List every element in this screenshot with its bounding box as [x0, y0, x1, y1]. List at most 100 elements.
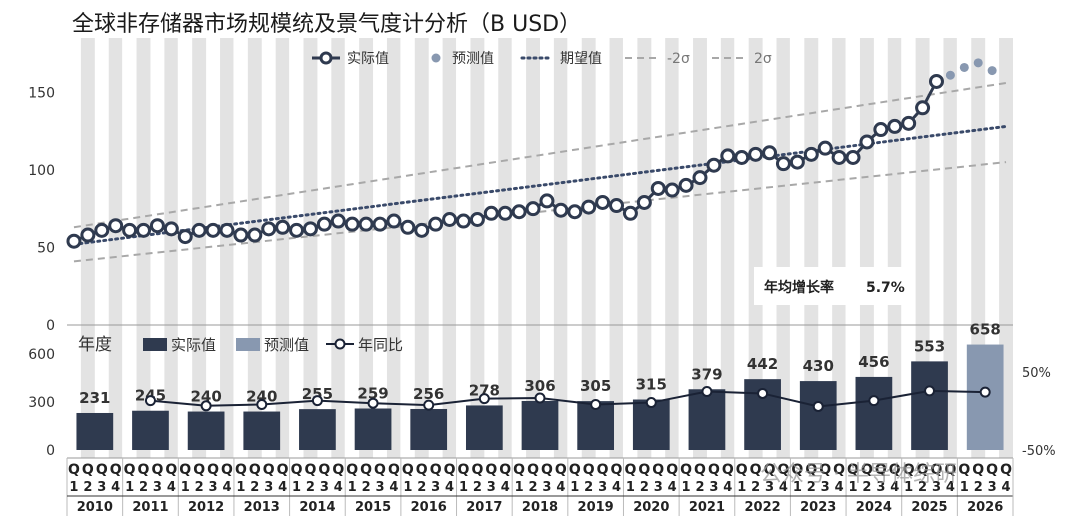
x-quarter-letter: Q [388, 462, 400, 478]
actual-point [275, 219, 291, 235]
legend-actual-label: 实际值 [347, 51, 389, 67]
x-quarter-number: 2 [473, 480, 482, 495]
quarter-stripe [303, 38, 318, 458]
x-quarter-letter: Q [666, 462, 678, 478]
x-quarter-letter: Q [96, 462, 108, 478]
x-quarter-number: 2 [751, 480, 760, 495]
quarter-stripe [693, 38, 707, 458]
quarter-stripe [748, 38, 763, 458]
bar-value-label: 442 [747, 355, 778, 373]
x-quarter-letter: Q [680, 462, 692, 478]
forecast-point [959, 62, 969, 72]
x-year-label: 2015 [355, 500, 391, 515]
bar-value-label: 379 [691, 365, 722, 383]
actual-point [622, 205, 638, 221]
x-quarter-letter: Q [722, 462, 734, 478]
quarter-stripe [164, 38, 179, 458]
actual-bar [799, 381, 837, 450]
x-quarter-letter: Q [778, 462, 790, 478]
x-year-label: 2013 [244, 500, 280, 515]
bar-value-label: 278 [469, 381, 500, 399]
bar-value-label: 231 [79, 389, 110, 407]
actual-point [817, 140, 833, 156]
legend-plus-sigma-label: 2σ [754, 51, 772, 67]
quarter-stripe [386, 38, 401, 458]
actual-point [344, 216, 360, 232]
actual-point [636, 194, 652, 210]
x-year-label: 2026 [967, 500, 1003, 515]
quarter-stripe [470, 38, 485, 458]
actual-point [122, 222, 138, 238]
x-quarter-number: 3 [765, 480, 774, 495]
x-quarter-letter: Q [221, 462, 233, 478]
x-quarter-number: 4 [723, 480, 732, 495]
actual-point [108, 218, 124, 234]
x-quarter-letter: Q [652, 462, 664, 478]
bar-y-tick-label: 0 [46, 443, 55, 459]
legend-year-label: 年度 [78, 335, 112, 355]
x-quarter-letter: Q [958, 462, 970, 478]
minus-2-sigma-line [73, 161, 1007, 263]
actual-bar [521, 400, 559, 450]
actual-point [191, 222, 207, 238]
x-quarter-letter: Q [179, 462, 191, 478]
quarter-stripe [720, 38, 735, 458]
plus-2-sigma-line [73, 82, 1007, 229]
x-year-label: 2021 [689, 500, 725, 515]
actual-point [706, 157, 722, 173]
x-quarter-letter: Q [791, 462, 803, 478]
actual-point [136, 222, 152, 238]
bar-value-label: 430 [803, 357, 834, 375]
x-quarter-number: 4 [835, 480, 844, 495]
x-quarter-letter: Q [903, 462, 915, 478]
x-quarter-number: 3 [542, 480, 551, 495]
quarter-stripe [637, 38, 652, 458]
legend-forecast-marker [431, 53, 441, 63]
actual-point [928, 73, 944, 89]
actual-point [595, 194, 611, 210]
x-quarter-number: 3 [209, 480, 218, 495]
actual-point [66, 233, 82, 249]
actual-point [762, 145, 778, 161]
x-quarter-letter: Q [235, 462, 247, 478]
actual-bar [410, 408, 448, 450]
x-quarter-number: 4 [612, 480, 621, 495]
quarter-stripe [581, 38, 596, 458]
x-quarter-number: 4 [389, 480, 398, 495]
x-quarter-letter: Q [193, 462, 205, 478]
quarter-stripe [776, 38, 791, 458]
actual-bar [187, 411, 225, 450]
x-quarter-letter: Q [499, 462, 511, 478]
quarter-stripe [609, 38, 624, 458]
cagr-label: 年均增长率 [764, 279, 834, 296]
bar-value-label: 306 [524, 377, 555, 395]
quarter-stripe [108, 38, 123, 458]
x-quarter-number: 3 [598, 480, 607, 495]
yoy-point [423, 399, 435, 411]
x-quarter-number: 3 [876, 480, 885, 495]
x-quarter-number: 2 [362, 480, 371, 495]
actual-point [567, 204, 583, 220]
x-quarter-number: 4 [167, 480, 176, 495]
cagr-value: 5.7% [866, 280, 905, 296]
x-quarter-number: 2 [862, 480, 871, 495]
x-quarter-number: 1 [69, 480, 78, 495]
actual-point [316, 216, 332, 232]
yoy-point [144, 395, 156, 407]
actual-point [539, 193, 555, 209]
yoy-point [478, 393, 490, 405]
x-quarter-letter: Q [416, 462, 428, 478]
actual-point [678, 177, 694, 193]
actual-bar [465, 405, 503, 450]
yoy-point [590, 399, 602, 410]
actual-point [720, 148, 736, 164]
x-quarter-letter: Q [151, 462, 163, 478]
x-quarter-letter: Q [318, 462, 330, 478]
yoy-point [311, 395, 323, 407]
actual-bar [243, 411, 281, 450]
x-quarter-letter: Q [513, 462, 525, 478]
actual-point [734, 149, 750, 165]
x-quarter-number: 4 [556, 480, 565, 495]
actual-point [219, 222, 235, 238]
